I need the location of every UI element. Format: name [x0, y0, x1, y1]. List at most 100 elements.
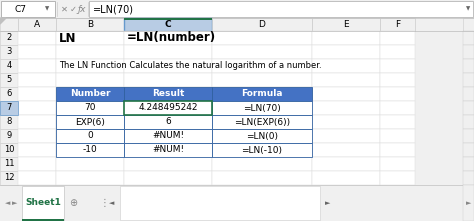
- Bar: [463, 87, 474, 101]
- Bar: [1, 1, 55, 17]
- Bar: [0, 45, 18, 59]
- Bar: [56, 171, 124, 185]
- Bar: [380, 45, 415, 59]
- Bar: [463, 171, 474, 185]
- Bar: [380, 18, 415, 31]
- Bar: [380, 59, 415, 73]
- Bar: [0, 87, 18, 101]
- Text: =LN(0): =LN(0): [246, 131, 278, 141]
- Text: 7: 7: [6, 103, 12, 112]
- Bar: [56, 101, 124, 115]
- Text: The LN Function Calculates the natural logarithm of a number.: The LN Function Calculates the natural l…: [59, 61, 322, 70]
- Bar: [212, 115, 312, 129]
- Bar: [0, 101, 18, 115]
- Bar: [56, 115, 124, 129]
- Text: =LN(EXP(6)): =LN(EXP(6)): [234, 118, 290, 126]
- Bar: [212, 87, 312, 101]
- Bar: [380, 157, 415, 171]
- Bar: [124, 143, 212, 157]
- Bar: [212, 143, 312, 157]
- Bar: [212, 87, 312, 101]
- Text: =LN(70): =LN(70): [93, 4, 134, 14]
- Bar: [56, 129, 124, 143]
- Bar: [0, 31, 18, 45]
- Text: 6: 6: [6, 90, 12, 99]
- Bar: [312, 18, 380, 31]
- Bar: [124, 87, 212, 101]
- Text: #NUM!: #NUM!: [152, 145, 184, 154]
- Bar: [212, 18, 312, 31]
- Bar: [124, 101, 212, 115]
- Text: ▼: ▼: [466, 6, 470, 11]
- Bar: [212, 73, 312, 87]
- Bar: [463, 18, 474, 31]
- Bar: [380, 129, 415, 143]
- Bar: [18, 45, 56, 59]
- Bar: [0, 73, 18, 87]
- Bar: [18, 129, 56, 143]
- Bar: [89, 1, 473, 17]
- Bar: [0, 0, 474, 18]
- Bar: [0, 129, 18, 143]
- Bar: [124, 45, 212, 59]
- Bar: [212, 157, 312, 171]
- Bar: [56, 31, 124, 45]
- Text: ▼: ▼: [45, 6, 49, 11]
- Bar: [463, 129, 474, 143]
- Text: ►: ►: [466, 200, 471, 206]
- Text: 3: 3: [6, 48, 12, 57]
- Bar: [56, 129, 124, 143]
- Bar: [0, 59, 18, 73]
- Bar: [124, 115, 212, 129]
- Bar: [124, 18, 212, 19]
- Bar: [56, 87, 124, 101]
- Bar: [312, 143, 380, 157]
- Bar: [18, 171, 56, 185]
- Bar: [124, 31, 212, 45]
- Text: =LN(70): =LN(70): [243, 103, 281, 112]
- Bar: [312, 157, 380, 171]
- Text: C: C: [164, 20, 171, 29]
- Bar: [124, 143, 212, 157]
- Bar: [0, 157, 18, 171]
- Bar: [0, 101, 18, 115]
- Bar: [18, 59, 56, 73]
- Text: ✓: ✓: [70, 4, 76, 13]
- Bar: [463, 143, 474, 157]
- Text: Number: Number: [70, 90, 110, 99]
- Bar: [312, 59, 380, 73]
- Text: Result: Result: [152, 90, 184, 99]
- Text: D: D: [258, 20, 265, 29]
- Bar: [56, 115, 124, 129]
- Bar: [56, 87, 124, 101]
- Text: #NUM!: #NUM!: [152, 131, 184, 141]
- Bar: [56, 157, 124, 171]
- Text: 11: 11: [4, 160, 14, 168]
- Bar: [124, 87, 212, 101]
- Bar: [0, 18, 474, 31]
- Text: E: E: [343, 20, 349, 29]
- Bar: [380, 73, 415, 87]
- Text: ►: ►: [12, 200, 18, 206]
- Text: 6: 6: [165, 118, 171, 126]
- Bar: [312, 171, 380, 185]
- Bar: [22, 186, 64, 221]
- Bar: [124, 59, 212, 73]
- Text: EXP(6): EXP(6): [75, 118, 105, 126]
- Bar: [380, 31, 415, 45]
- Bar: [463, 45, 474, 59]
- Bar: [124, 157, 212, 171]
- Text: -10: -10: [82, 145, 97, 154]
- Bar: [0, 185, 474, 221]
- Bar: [0, 171, 18, 185]
- Bar: [312, 129, 380, 143]
- Bar: [312, 31, 380, 45]
- Bar: [56, 59, 124, 73]
- Text: 4.248495242: 4.248495242: [138, 103, 198, 112]
- Bar: [18, 115, 56, 129]
- Text: 10: 10: [4, 145, 14, 154]
- Text: B: B: [87, 20, 93, 29]
- Bar: [212, 101, 312, 115]
- Bar: [212, 115, 312, 129]
- Bar: [312, 45, 380, 59]
